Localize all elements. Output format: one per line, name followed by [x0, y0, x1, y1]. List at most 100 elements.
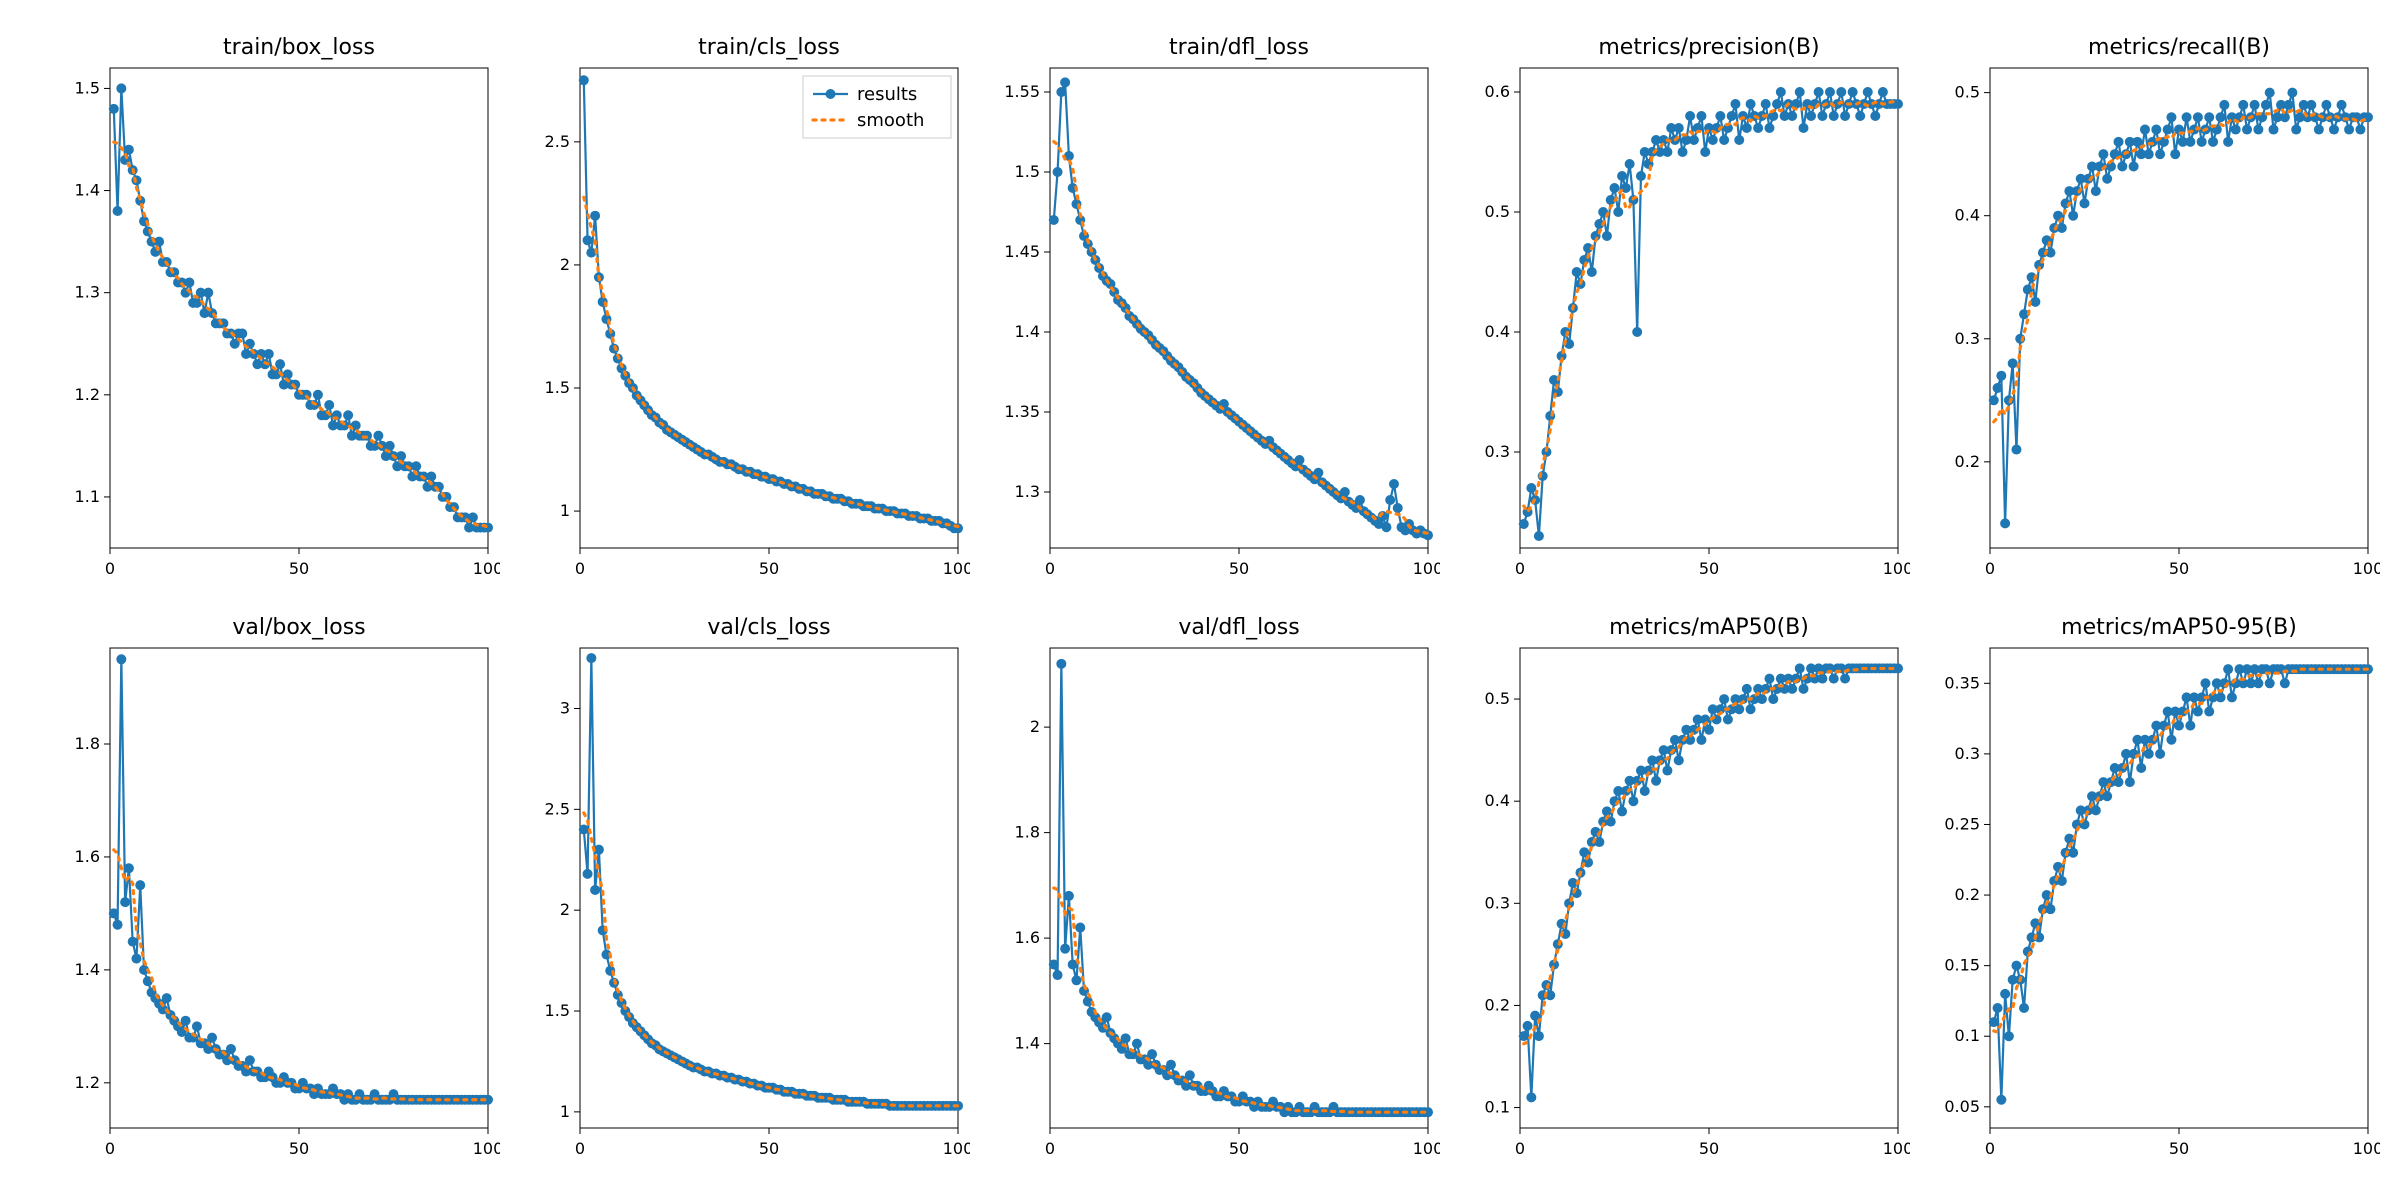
chart-panel: val/cls_loss05010011.522.53	[500, 600, 970, 1180]
results-marker	[2219, 100, 2229, 110]
results-marker	[2265, 88, 2275, 98]
results-marker	[2144, 749, 2154, 759]
results-marker	[1727, 111, 1737, 121]
y-tick-label: 1.1	[75, 487, 100, 506]
y-tick-label: 1.2	[75, 385, 100, 404]
results-marker	[2080, 198, 2090, 208]
results-marker	[1064, 891, 1074, 901]
results-marker	[2223, 137, 2233, 147]
results-marker	[1526, 483, 1536, 493]
x-tick-label: 100	[1413, 1139, 1440, 1158]
y-tick-label: 1.4	[1015, 1034, 1040, 1053]
results-line	[1994, 669, 2368, 1100]
results-marker	[2253, 678, 2263, 688]
results-marker	[2091, 186, 2101, 196]
results-marker	[1863, 87, 1873, 97]
chart-panel: train/cls_loss05010011.522.5resultssmoot…	[500, 20, 970, 600]
y-tick-label: 0.3	[1955, 744, 1980, 763]
results-marker	[2148, 137, 2158, 147]
results-marker	[181, 1016, 191, 1026]
results-marker	[1840, 111, 1850, 121]
results-marker	[1768, 694, 1778, 704]
results-marker	[583, 235, 593, 245]
results-marker	[128, 937, 138, 947]
results-marker	[2227, 692, 2237, 702]
smooth-line	[1994, 108, 2368, 421]
results-marker	[1534, 531, 1544, 541]
results-marker	[2057, 223, 2067, 233]
y-tick-label: 1.45	[1004, 242, 1040, 261]
results-marker	[1848, 87, 1858, 97]
results-marker	[2344, 125, 2354, 135]
results-marker	[113, 920, 123, 930]
results-marker	[2011, 445, 2021, 455]
results-marker	[2136, 763, 2146, 773]
results-marker	[1049, 959, 1059, 969]
chart-panel: val/dfl_loss0501001.41.61.82	[970, 600, 1440, 1180]
results-marker	[1636, 171, 1646, 181]
y-tick-label: 1.6	[1015, 928, 1040, 947]
chart-grid: train/box_loss0501001.11.21.31.41.5train…	[0, 0, 2400, 1200]
y-tick-label: 1.6	[75, 847, 100, 866]
results-marker	[590, 211, 600, 221]
results-marker	[2151, 125, 2161, 135]
y-tick-label: 1	[560, 1102, 570, 1121]
results-marker	[1393, 503, 1403, 513]
results-marker	[2223, 664, 2233, 674]
smooth-line	[114, 850, 488, 1100]
results-marker	[1617, 171, 1627, 181]
legend-label-results: results	[857, 84, 917, 105]
smooth-line	[114, 142, 488, 528]
x-tick-label: 50	[289, 1139, 309, 1158]
results-marker	[1870, 111, 1880, 121]
results-marker	[1685, 111, 1695, 121]
smooth-line	[1054, 142, 1428, 534]
results-line	[1054, 664, 1428, 1112]
results-marker	[1734, 704, 1744, 714]
results-marker	[2197, 137, 2207, 147]
results-marker	[1610, 183, 1620, 193]
results-marker	[1121, 1033, 1131, 1043]
results-marker	[411, 461, 421, 471]
results-marker	[1878, 87, 1888, 97]
results-marker	[2132, 137, 2142, 147]
y-tick-label: 1.8	[75, 734, 100, 753]
results-marker	[2166, 735, 2176, 745]
results-marker	[1753, 123, 1763, 133]
results-marker	[2238, 100, 2248, 110]
results-marker	[1855, 111, 1865, 121]
results-marker	[207, 1033, 217, 1043]
results-marker	[1381, 522, 1391, 532]
x-tick-label: 50	[759, 1139, 779, 1158]
results-marker	[590, 885, 600, 895]
results-marker	[1060, 944, 1070, 954]
results-marker	[1742, 684, 1752, 694]
results-marker	[2011, 961, 2021, 971]
results-marker	[184, 277, 194, 287]
results-marker	[2216, 692, 2226, 702]
results-marker	[2004, 1031, 2014, 1041]
smooth-line	[1524, 102, 1898, 512]
results-marker	[2000, 518, 2010, 528]
y-tick-label: 1.5	[545, 1001, 570, 1020]
results-marker	[1757, 694, 1767, 704]
results-marker	[1719, 694, 1729, 704]
chart-title: metrics/mAP50(B)	[1609, 615, 1809, 640]
results-marker	[135, 880, 145, 890]
results-marker	[1053, 970, 1063, 980]
x-tick-label: 100	[943, 559, 970, 578]
y-tick-label: 0.3	[1955, 329, 1980, 348]
chart-panel: metrics/mAP50(B)0501000.10.20.30.40.5	[1440, 600, 1910, 1180]
results-marker	[109, 104, 119, 114]
results-marker	[1806, 111, 1816, 121]
results-marker	[1989, 395, 1999, 405]
results-marker	[1587, 267, 1597, 277]
x-tick-label: 0	[575, 559, 585, 578]
results-marker	[1056, 659, 1066, 669]
x-tick-label: 100	[2353, 1139, 2380, 1158]
results-marker	[113, 206, 123, 216]
results-marker	[1799, 684, 1809, 694]
y-tick-label: 1.4	[75, 960, 100, 979]
chart-panel: metrics/recall(B)0501000.20.30.40.5	[1910, 20, 2380, 600]
results-marker	[226, 1044, 236, 1054]
